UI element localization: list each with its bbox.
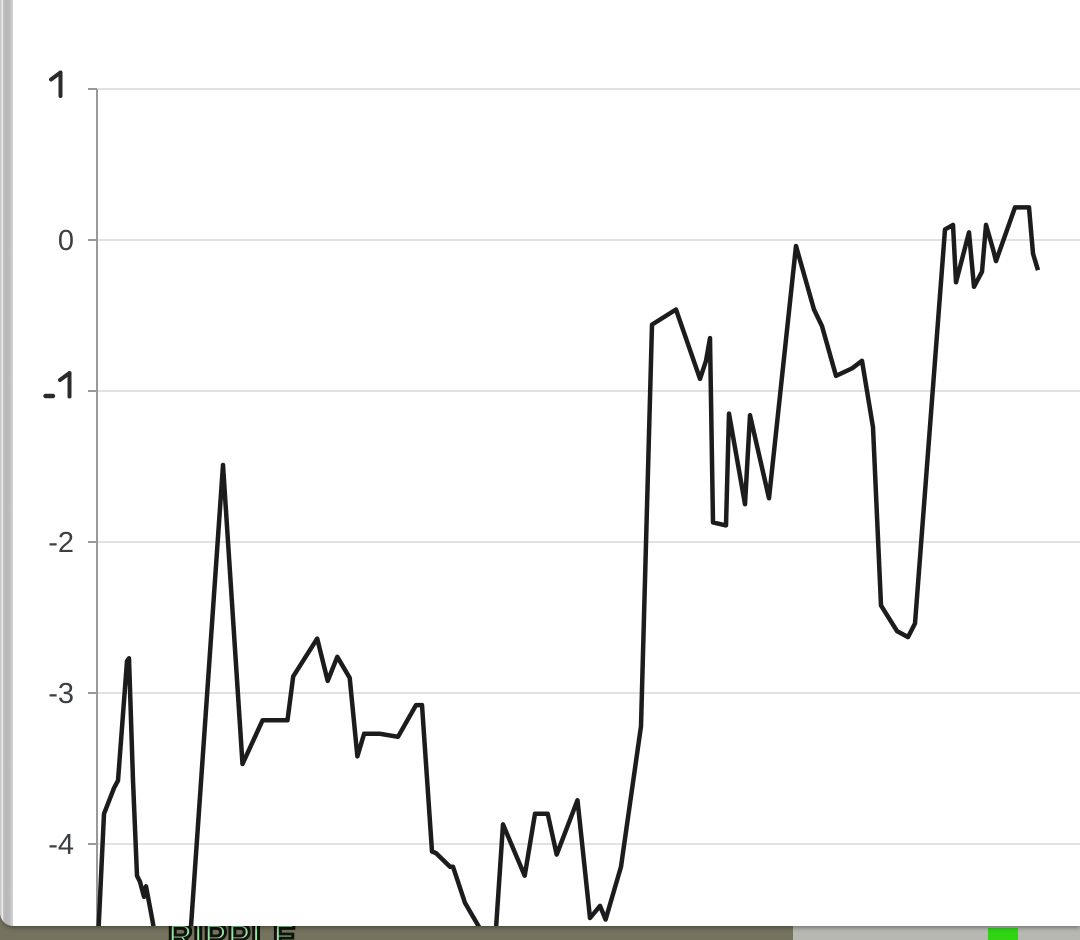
svg-text:-2: -2 [48,527,74,559]
svg-text:-3: -3 [48,678,74,710]
svg-text:-4: -4 [48,829,74,861]
svg-text:0: 0 [58,225,74,257]
